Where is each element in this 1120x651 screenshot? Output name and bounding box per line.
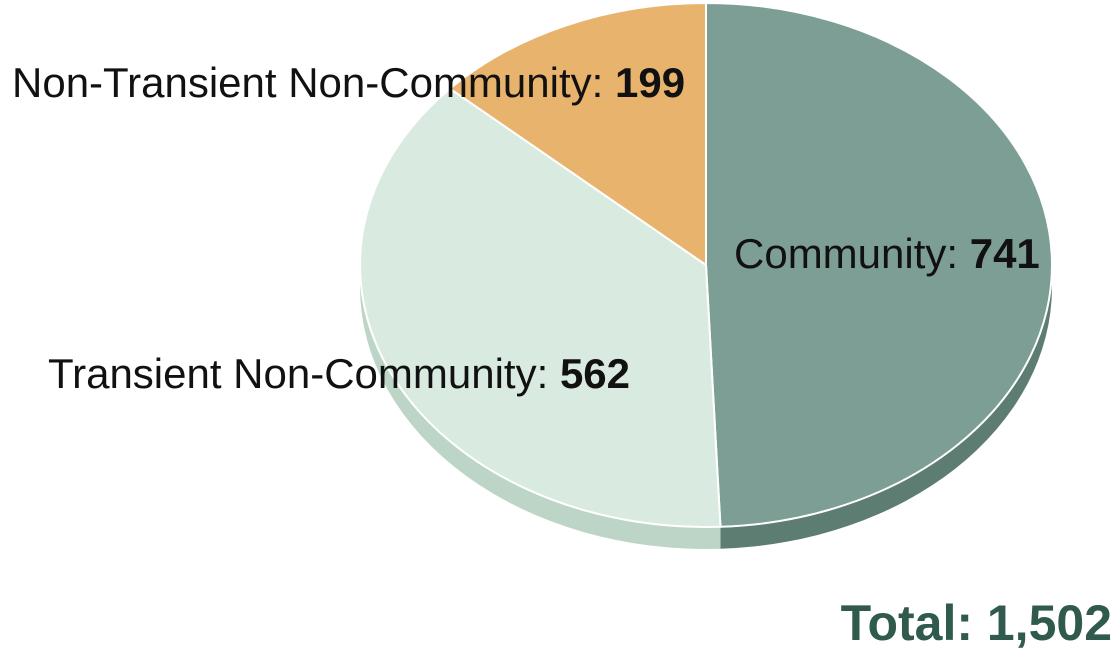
pie-slice-transient-non-community [359,87,722,528]
pie-label-value: 199 [615,59,685,106]
pie-slice-community [705,1,1053,528]
pie-depth [359,265,1052,550]
pie-label-value: 741 [970,230,1040,277]
pie-label-name: Transient Non-Community: [48,350,560,397]
pie-slices [359,1,1053,528]
pie-labels: Community: 741 Transient Non-Community: 5… [12,59,1040,397]
pie-label-non-transient-non-community: Non-Transient Non-Community: 199 [12,59,685,106]
pie-depth-community [720,265,1052,549]
pie-slice-non-transient-non-community [448,1,707,267]
total-label: Total: 1,502 [841,595,1112,651]
pie-label-name: Non-Transient Non-Community: [12,59,615,106]
pie-label-value: 562 [560,350,630,397]
pie-label-community: Community: 741 [734,230,1040,277]
pie-label-name: Community: [734,230,970,277]
pie-label-transient-non-community: Transient Non-Community: 562 [48,350,630,397]
